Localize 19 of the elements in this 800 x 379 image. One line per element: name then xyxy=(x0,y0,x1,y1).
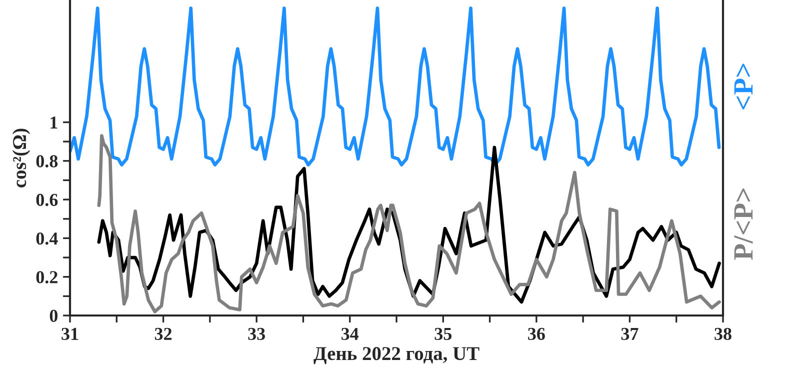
x-tick-label: 32 xyxy=(154,328,172,340)
line-series xyxy=(70,6,721,166)
y-tick-label: 0.2 xyxy=(36,271,58,284)
y-axis-title: cos²(Ω) xyxy=(12,128,30,188)
text: <P> xyxy=(734,64,753,110)
x-tick-label: 38 xyxy=(714,328,732,340)
y-tick-label: 0 xyxy=(50,310,58,322)
x-tick-label: 35 xyxy=(434,328,452,340)
x-axis-title: День 2022 года, UT xyxy=(314,347,480,364)
y-tick-label: 0.6 xyxy=(36,194,58,206)
text: P/<P> xyxy=(734,188,753,260)
y-tick-label: 1 xyxy=(50,116,58,129)
y-tick-label: 0.8 xyxy=(36,155,58,168)
x-tick-label: 36 xyxy=(528,328,545,340)
x-tick-label: 37 xyxy=(621,328,638,340)
y-tick-label: 0.4 xyxy=(36,232,58,245)
x-tick-label: 34 xyxy=(342,328,359,340)
x-tick-label: 33 xyxy=(248,328,265,340)
x-tick-label: 31 xyxy=(62,328,78,340)
